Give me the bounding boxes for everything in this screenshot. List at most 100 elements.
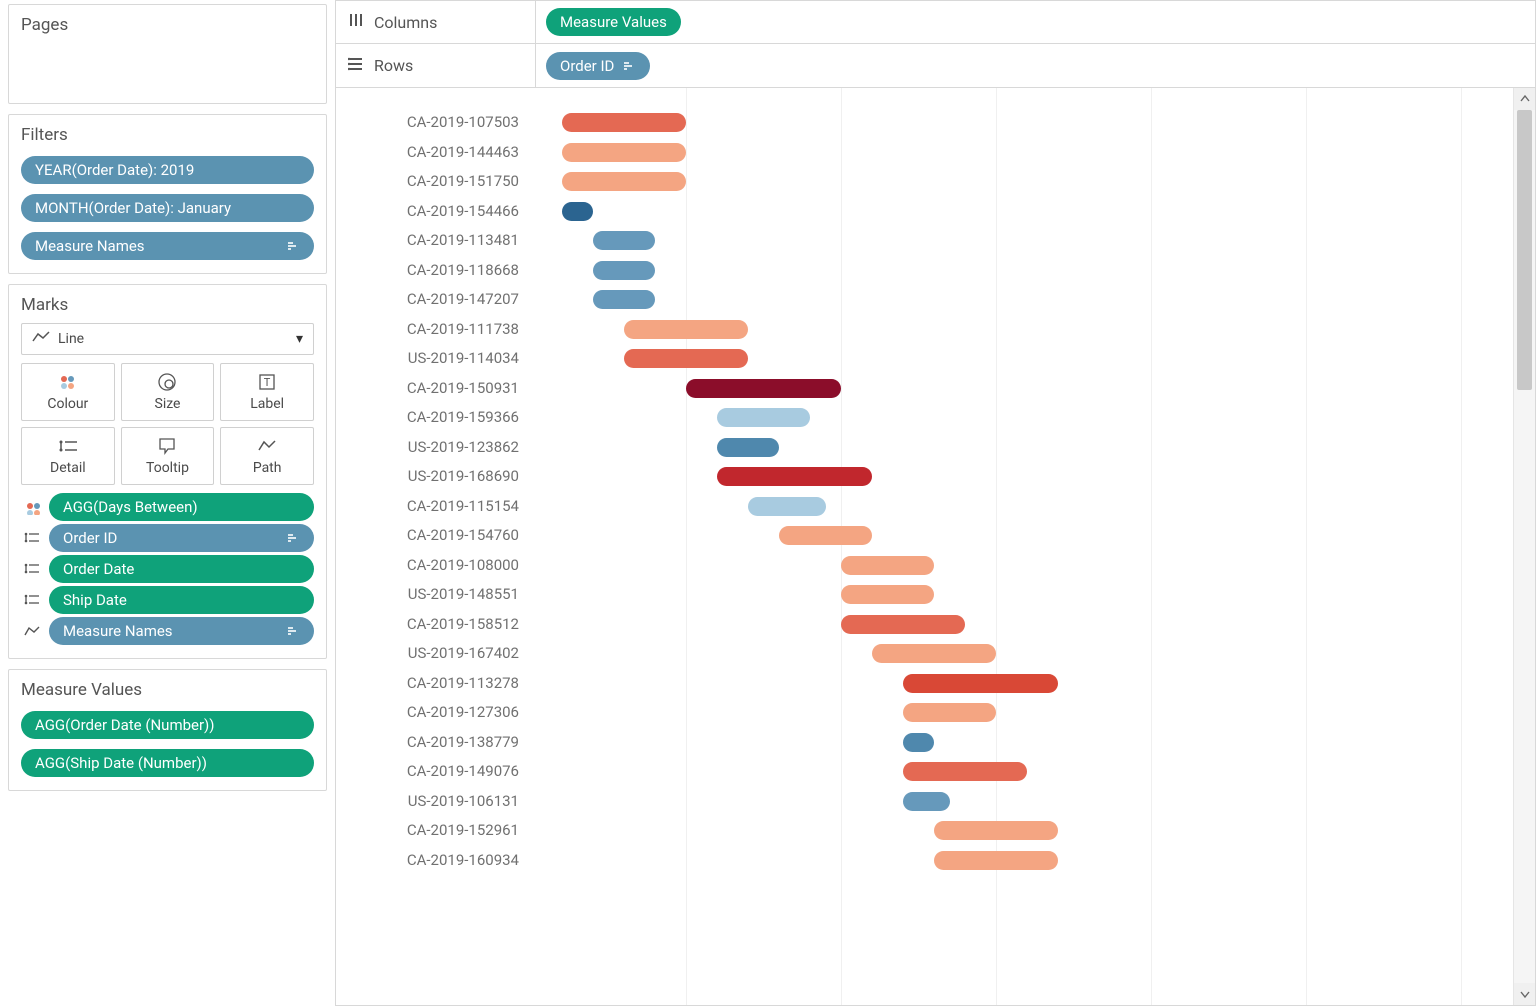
gantt-bar[interactable] bbox=[624, 349, 748, 368]
gantt-bar[interactable] bbox=[562, 143, 686, 162]
filters-card[interactable]: Filters YEAR(Order Date): 2019MONTH(Orde… bbox=[8, 114, 327, 274]
gantt-bar[interactable] bbox=[593, 231, 655, 250]
gantt-bar[interactable] bbox=[903, 792, 950, 811]
gantt-bar[interactable] bbox=[562, 202, 593, 221]
marks-btn-tooltip[interactable]: Tooltip bbox=[121, 427, 215, 485]
marks-btn-detail[interactable]: Detail bbox=[21, 427, 115, 485]
measure-values-card[interactable]: Measure Values AGG(Order Date (Number))A… bbox=[8, 669, 327, 791]
measure-value-pill-0[interactable]: AGG(Order Date (Number)) bbox=[21, 711, 314, 739]
gantt-bar[interactable] bbox=[903, 674, 1058, 693]
marks-assignment-pill-2[interactable]: Order Date bbox=[49, 555, 314, 583]
row-track[interactable] bbox=[531, 698, 1513, 728]
gantt-bar[interactable] bbox=[686, 379, 841, 398]
gantt-bar[interactable] bbox=[624, 320, 748, 339]
row-track[interactable] bbox=[531, 669, 1513, 699]
viz[interactable]: CA-2019-107503CA-2019-144463CA-2019-1517… bbox=[336, 88, 1513, 1005]
gantt-bar[interactable] bbox=[903, 762, 1027, 781]
marks-assignment-pill-4[interactable]: Measure Names bbox=[49, 617, 314, 645]
sidebar: Pages Filters YEAR(Order Date): 2019MONT… bbox=[0, 0, 335, 1006]
gantt-bar[interactable] bbox=[562, 172, 686, 191]
row-track[interactable] bbox=[531, 757, 1513, 787]
gantt-bar[interactable] bbox=[717, 467, 872, 486]
row-label: CA-2019-150931 bbox=[336, 374, 531, 404]
marks-assignment-pill-1[interactable]: Order ID bbox=[49, 524, 314, 552]
marks-btn-label[interactable]: TLabel bbox=[220, 363, 314, 421]
gantt-bar[interactable] bbox=[872, 644, 996, 663]
filter-pill-1[interactable]: MONTH(Order Date): January bbox=[21, 194, 314, 222]
sort-icon bbox=[278, 624, 300, 638]
row-track[interactable] bbox=[531, 816, 1513, 846]
scrollbar-thumb[interactable] bbox=[1517, 110, 1532, 390]
gantt-bar[interactable] bbox=[841, 556, 934, 575]
marks-assignment-pill-3[interactable]: Ship Date bbox=[49, 586, 314, 614]
row-track[interactable] bbox=[531, 167, 1513, 197]
row-track[interactable] bbox=[531, 374, 1513, 404]
gantt-bar[interactable] bbox=[841, 615, 965, 634]
scroll-down-icon[interactable] bbox=[1514, 983, 1535, 1005]
columns-shelf-content: Measure Values bbox=[536, 5, 1535, 39]
gantt-bar[interactable] bbox=[903, 733, 934, 752]
row-track[interactable] bbox=[531, 462, 1513, 492]
tooltip-icon bbox=[157, 436, 177, 456]
rows-pill[interactable]: Order ID bbox=[546, 52, 650, 80]
gantt-bar[interactable] bbox=[562, 113, 686, 132]
marks-btn-path-label: Path bbox=[253, 460, 282, 476]
viz-wrapper: CA-2019-107503CA-2019-144463CA-2019-1517… bbox=[335, 88, 1536, 1006]
row-label: US-2019-123862 bbox=[336, 433, 531, 463]
marks-assignment-pill-4-label: Measure Names bbox=[63, 622, 173, 640]
gantt-bar[interactable] bbox=[748, 497, 826, 516]
row-track[interactable] bbox=[531, 551, 1513, 581]
gantt-bar[interactable] bbox=[593, 261, 655, 280]
gantt-bar[interactable] bbox=[903, 703, 996, 722]
row-track[interactable] bbox=[531, 226, 1513, 256]
marks-btn-path[interactable]: Path bbox=[220, 427, 314, 485]
marks-assignment-pill-2-label: Order Date bbox=[63, 560, 134, 578]
row-track[interactable] bbox=[531, 639, 1513, 669]
measure-value-pill-1[interactable]: AGG(Ship Date (Number)) bbox=[21, 749, 314, 777]
dropdown-icon: ▾ bbox=[296, 331, 303, 347]
row-label: CA-2019-154760 bbox=[336, 521, 531, 551]
gantt-bar[interactable] bbox=[717, 438, 779, 457]
gantt-bar[interactable] bbox=[779, 526, 872, 545]
row-track[interactable] bbox=[531, 256, 1513, 286]
row-track[interactable] bbox=[531, 285, 1513, 315]
row-track[interactable] bbox=[531, 403, 1513, 433]
row-track[interactable] bbox=[531, 610, 1513, 640]
row-label: CA-2019-152961 bbox=[336, 816, 531, 846]
row-track[interactable] bbox=[531, 846, 1513, 876]
row-track[interactable] bbox=[531, 108, 1513, 138]
marks-type-select[interactable]: Line ▾ bbox=[21, 323, 314, 355]
row-track[interactable] bbox=[531, 138, 1513, 168]
marks-btn-colour[interactable]: Colour bbox=[21, 363, 115, 421]
marks-type-label: Line bbox=[58, 331, 84, 347]
row-track[interactable] bbox=[531, 492, 1513, 522]
marks-btn-size[interactable]: Size bbox=[121, 363, 215, 421]
row-track[interactable] bbox=[531, 728, 1513, 758]
row-track[interactable] bbox=[531, 580, 1513, 610]
columns-shelf[interactable]: Columns Measure Values bbox=[335, 0, 1536, 44]
columns-pill[interactable]: Measure Values bbox=[546, 8, 681, 36]
measure-values-list: AGG(Order Date (Number)) AGG(Ship Date (N… bbox=[21, 708, 314, 780]
filter-pill-2[interactable]: Measure Names bbox=[21, 232, 314, 260]
row-track[interactable] bbox=[531, 197, 1513, 227]
marks-assignment-pill-0[interactable]: AGG(Days Between) bbox=[49, 493, 314, 521]
detail-icon bbox=[57, 436, 79, 456]
size-icon bbox=[156, 372, 178, 392]
row-track[interactable] bbox=[531, 433, 1513, 463]
gantt-bar[interactable] bbox=[841, 585, 934, 604]
row-track[interactable] bbox=[531, 344, 1513, 374]
line-icon bbox=[32, 330, 50, 348]
filter-pill-0[interactable]: YEAR(Order Date): 2019 bbox=[21, 156, 314, 184]
gantt-bar[interactable] bbox=[717, 408, 810, 427]
gantt-bar[interactable] bbox=[934, 851, 1058, 870]
gantt-bar[interactable] bbox=[934, 821, 1058, 840]
scroll-up-icon[interactable] bbox=[1514, 88, 1535, 110]
rows-shelf[interactable]: Rows Order ID bbox=[335, 44, 1536, 88]
marks-assignment-2: Order Date bbox=[21, 555, 314, 583]
row-track[interactable] bbox=[531, 521, 1513, 551]
gantt-bar[interactable] bbox=[593, 290, 655, 309]
vertical-scrollbar[interactable] bbox=[1513, 88, 1535, 1005]
row-track[interactable] bbox=[531, 315, 1513, 345]
row-track[interactable] bbox=[531, 787, 1513, 817]
pages-card[interactable]: Pages bbox=[8, 4, 327, 104]
